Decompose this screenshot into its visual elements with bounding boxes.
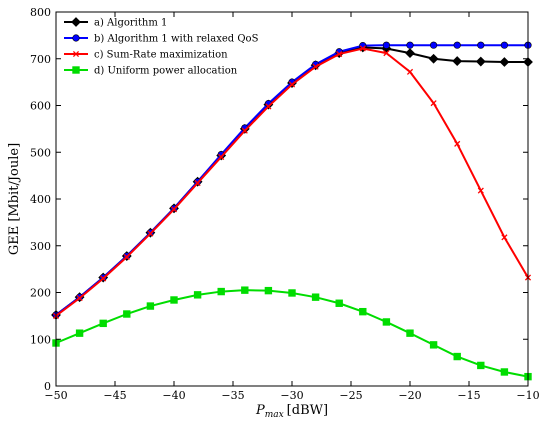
data-point bbox=[218, 153, 225, 160]
data-point bbox=[123, 253, 130, 261]
data-point bbox=[123, 310, 131, 318]
data-point bbox=[170, 206, 178, 213]
data-point bbox=[288, 289, 296, 297]
data-point bbox=[100, 275, 107, 282]
x-tick-label: −50 bbox=[44, 389, 67, 402]
data-point bbox=[430, 41, 438, 49]
x-tick-label: −25 bbox=[339, 389, 362, 402]
data-point bbox=[477, 41, 485, 49]
data-point bbox=[241, 127, 248, 134]
y-tick-label: 100 bbox=[30, 333, 51, 346]
x-tick-label: −20 bbox=[398, 389, 421, 402]
y-tick-label: 400 bbox=[30, 193, 51, 206]
data-point bbox=[265, 103, 272, 110]
data-point bbox=[241, 286, 249, 294]
data-point bbox=[217, 287, 225, 296]
data-point bbox=[71, 17, 81, 27]
data-point bbox=[405, 48, 415, 59]
x-axis-label-sub: max bbox=[265, 410, 284, 420]
data-point bbox=[288, 81, 296, 88]
data-point bbox=[382, 41, 391, 49]
legend-item: a) Algorithm 1 bbox=[64, 17, 167, 29]
data-point bbox=[383, 50, 390, 57]
y-tick-label: 300 bbox=[30, 240, 51, 253]
data-point bbox=[335, 299, 343, 307]
data-point bbox=[336, 51, 343, 58]
data-point bbox=[429, 341, 438, 349]
plot-area bbox=[51, 41, 533, 381]
x-tick-label: −30 bbox=[280, 389, 303, 402]
data-point bbox=[194, 180, 201, 187]
axis-ticks: −50 −45 −40 −35 −30 −25 −20 −15 −10 0 100 200 300 400… bbox=[30, 6, 540, 402]
data-point bbox=[72, 50, 80, 58]
data-point bbox=[406, 68, 414, 75]
y-tick-label: 200 bbox=[30, 287, 51, 300]
data-point bbox=[500, 368, 509, 376]
data-point bbox=[454, 140, 461, 147]
data-point bbox=[430, 100, 437, 107]
x-tick-label: −40 bbox=[162, 389, 185, 402]
legend-label: a) Algorithm 1 bbox=[94, 18, 167, 29]
legend-item: c) Sum-Rate maximization bbox=[64, 50, 228, 61]
x-axis-label: Pmax [dBW] bbox=[255, 403, 328, 420]
data-point bbox=[76, 295, 83, 302]
data-point bbox=[501, 234, 508, 241]
data-point bbox=[359, 45, 366, 52]
y-tick-label: 0 bbox=[44, 380, 51, 393]
data-point bbox=[477, 361, 485, 370]
data-point bbox=[72, 66, 80, 74]
data-point bbox=[264, 286, 273, 295]
data-point bbox=[477, 187, 484, 194]
data-point bbox=[75, 329, 84, 337]
data-point bbox=[406, 329, 414, 337]
data-point bbox=[312, 63, 319, 70]
data-point bbox=[453, 352, 461, 361]
x-tick-label: −10 bbox=[516, 389, 539, 402]
series-line bbox=[55, 47, 529, 317]
y-tick-label: 700 bbox=[30, 53, 51, 66]
data-point bbox=[146, 302, 155, 310]
data-point bbox=[500, 41, 509, 49]
x-tick-label: −35 bbox=[221, 389, 244, 402]
data-point bbox=[382, 318, 391, 326]
y-axis-label: GEE [Mbit/Joule] bbox=[7, 143, 22, 255]
x-tick-label: −15 bbox=[457, 389, 480, 402]
data-point bbox=[428, 53, 439, 64]
series-4 bbox=[52, 286, 532, 381]
data-point bbox=[147, 230, 154, 237]
data-point bbox=[406, 41, 414, 49]
data-point bbox=[99, 319, 107, 328]
data-point bbox=[453, 41, 461, 49]
x-axis-label-unit: [dBW] bbox=[287, 403, 328, 418]
legend-label: d) Uniform power allocation bbox=[94, 66, 238, 77]
data-point bbox=[475, 56, 486, 67]
legend-label: c) Sum-Rate maximization bbox=[94, 50, 228, 61]
x-tick-label: −45 bbox=[103, 389, 126, 402]
legend-item: b) Algorithm 1 with relaxed QoS bbox=[64, 34, 259, 45]
data-point bbox=[359, 307, 367, 316]
data-point bbox=[72, 34, 80, 42]
legend: a) Algorithm 1 b) Algorithm 1 with relaxe… bbox=[64, 17, 259, 77]
legend-label: b) Algorithm 1 with relaxed QoS bbox=[94, 34, 259, 45]
data-point bbox=[499, 57, 510, 67]
series-line bbox=[55, 289, 529, 378]
y-tick-label: 500 bbox=[30, 146, 51, 159]
data-point bbox=[311, 293, 320, 301]
legend-item: d) Uniform power allocation bbox=[64, 66, 238, 77]
series-3 bbox=[52, 45, 532, 319]
data-point bbox=[452, 56, 463, 66]
data-point bbox=[193, 291, 202, 299]
y-tick-label: 800 bbox=[30, 6, 51, 19]
x-axis-label-main: P bbox=[255, 403, 265, 418]
y-tick-label: 600 bbox=[30, 100, 51, 113]
data-point bbox=[170, 296, 178, 304]
